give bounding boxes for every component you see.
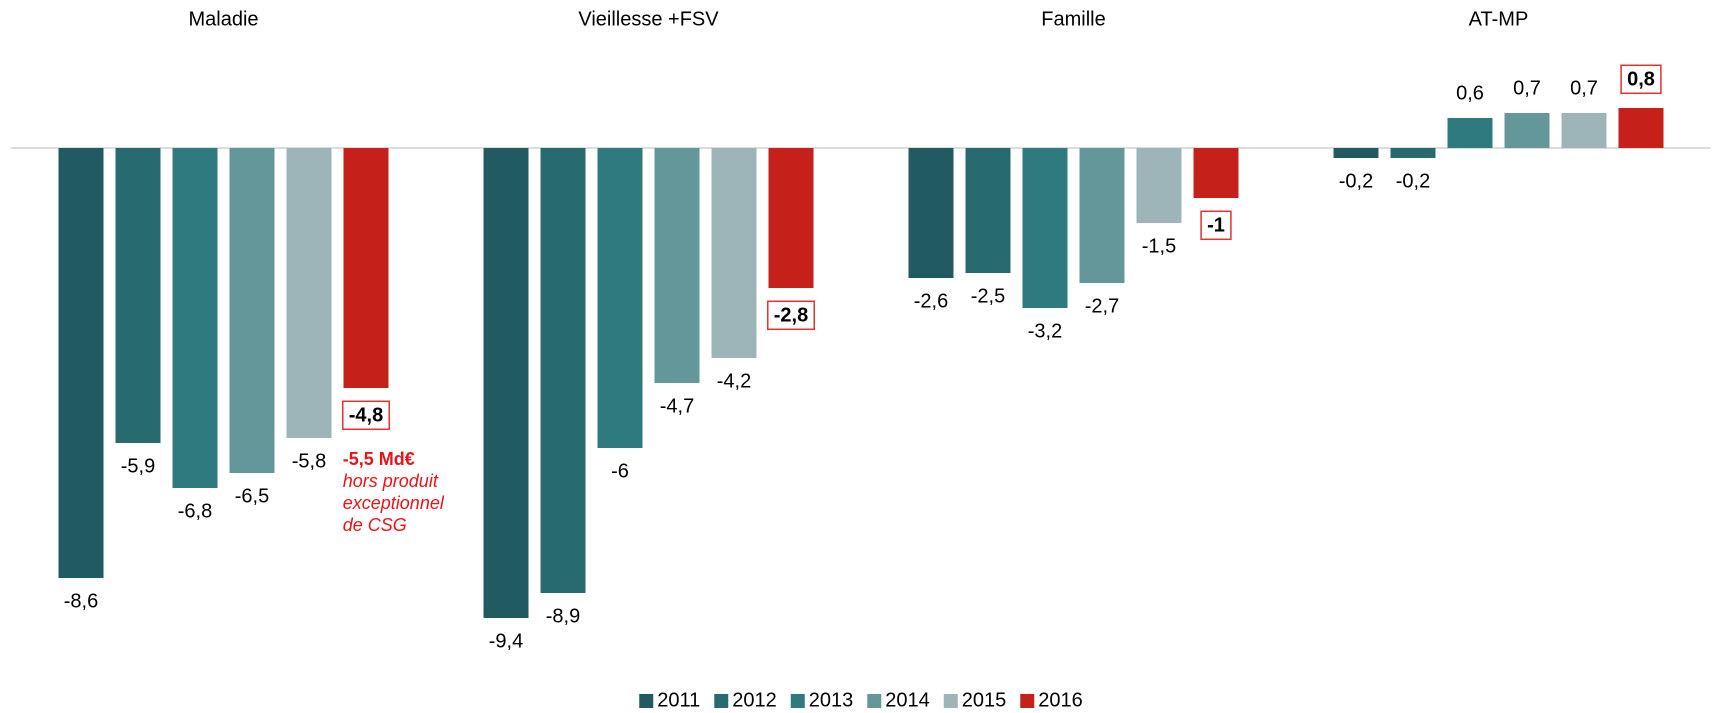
legend-swatch <box>714 694 729 708</box>
data-label: -6 <box>611 460 629 482</box>
legend-swatch <box>790 694 805 708</box>
bar <box>286 148 332 438</box>
data-label: 0,6 <box>1456 82 1484 104</box>
legend-label: 2015 <box>962 689 1007 711</box>
data-label: -9,4 <box>489 630 523 652</box>
bar <box>1504 113 1550 148</box>
data-label: -6,5 <box>235 485 269 507</box>
data-label: -0,2 <box>1396 170 1430 192</box>
annotation-text: hors produit <box>343 471 439 491</box>
bar <box>1136 148 1182 223</box>
label-box <box>1200 210 1232 241</box>
legend-swatch <box>639 694 654 708</box>
data-label: -0,2 <box>1339 170 1373 192</box>
legend-label: 2012 <box>732 689 777 711</box>
category-label: Famille <box>1041 8 1105 30</box>
bar <box>1079 148 1125 283</box>
data-label: -5,9 <box>121 455 155 477</box>
annotation-text: exceptionnel <box>343 493 445 513</box>
bar <box>711 148 757 358</box>
data-label: -2,7 <box>1085 295 1119 317</box>
data-label: -8,9 <box>546 605 580 627</box>
legend-swatch <box>867 694 882 708</box>
legend-label: 2014 <box>885 689 930 711</box>
data-label: -2,8 <box>774 304 808 326</box>
label-box <box>767 300 815 331</box>
data-label: -4,2 <box>717 370 751 392</box>
legend-label: 2011 <box>657 689 700 711</box>
bar <box>1022 148 1068 308</box>
data-label: -8,6 <box>64 590 98 612</box>
data-label: -2,6 <box>914 290 948 312</box>
data-label: -6,8 <box>178 500 212 522</box>
label-box <box>342 400 390 431</box>
annotation-value: -5,5 Md€ <box>343 449 415 469</box>
bar <box>483 148 529 618</box>
bar <box>1618 108 1664 148</box>
bar <box>229 148 275 473</box>
bar <box>540 148 586 593</box>
data-label: -1,5 <box>1142 235 1176 257</box>
category-label: AT-MP <box>1469 8 1529 30</box>
data-label: -4,8 <box>349 404 383 426</box>
bar <box>115 148 161 443</box>
annotation-text: de CSG <box>343 515 407 535</box>
data-label: 0,8 <box>1627 68 1655 90</box>
category-label: Maladie <box>188 8 258 30</box>
bar <box>1447 118 1493 148</box>
bar <box>343 148 389 388</box>
legend-swatch <box>1020 694 1035 708</box>
label-box <box>1620 64 1662 95</box>
data-label: -4,7 <box>660 395 694 417</box>
data-label: -5,8 <box>292 450 326 472</box>
bar <box>908 148 954 278</box>
data-label: -3,2 <box>1028 320 1062 342</box>
legend-label: 2013 <box>809 689 854 711</box>
bar <box>1193 148 1239 198</box>
bar <box>597 148 643 448</box>
bar <box>58 148 104 578</box>
bar <box>1390 148 1436 158</box>
bar <box>965 148 1011 273</box>
bar <box>1333 148 1379 158</box>
legend-label: 2016 <box>1038 689 1083 711</box>
bar <box>1561 113 1607 148</box>
legend-swatch <box>943 694 958 708</box>
category-label: Vieillesse +FSV <box>578 8 719 30</box>
bar <box>172 148 218 488</box>
data-label: 0,7 <box>1513 77 1541 99</box>
data-label: -1 <box>1207 214 1225 236</box>
data-label: 0,7 <box>1570 77 1598 99</box>
bar <box>768 148 814 288</box>
data-label: -2,5 <box>971 285 1005 307</box>
bar <box>654 148 700 383</box>
